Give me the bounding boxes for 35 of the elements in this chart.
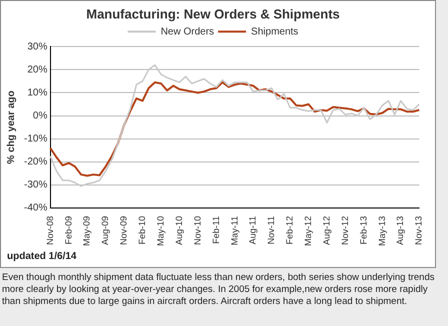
x-tick-label: Nov-10 [192, 216, 202, 246]
text: Even though monthly shipment data fluctuate less than new orders, both series show underlying trends more clearly by looking at year-over-year changes. In 2005 for example,new orders rose more rapidly than shipments due to large gains in aircraft orders. Aircraft orders have a long lead to shipment. [2, 272, 436, 308]
x-tick-label: Aug-12 [321, 216, 332, 246]
y-tick-label: 0% [32, 110, 48, 122]
x-tick-label: Aug-10 [174, 216, 184, 246]
y-tick-label: -20% [24, 156, 48, 168]
legend-label: New Orders [160, 26, 214, 38]
y-tick-label: 10% [27, 87, 48, 98]
x-tick-label: Nov-11 [266, 216, 276, 244]
x-tick-label: May-12 [303, 216, 314, 246]
x-tick-label: Feb-11 [210, 216, 221, 244]
x-tick-label: Nov-08 [44, 216, 55, 246]
y-tick-label: -10% [24, 134, 48, 145]
x-tick-label: Feb-09 [63, 216, 74, 245]
y-tick-label: -30% [24, 180, 48, 191]
x-tick-label: Nov-09 [118, 216, 129, 246]
x-tick-label: Nov-13 [414, 216, 424, 246]
x-tick-label: Aug-11 [248, 216, 258, 244]
x-tick-label: Nov-12 [340, 216, 350, 246]
x-tick-label: Aug-13 [395, 216, 406, 246]
x-tick-label: Feb-10 [137, 216, 148, 245]
x-tick-label: May-13 [376, 216, 387, 246]
y-axis-title: % chg year ago [6, 90, 17, 164]
legend-label: Shipments [251, 26, 298, 38]
x-tick-label: May-11 [229, 216, 240, 246]
x-tick-label: Feb-13 [358, 216, 368, 245]
y-tick-label: 20% [27, 64, 48, 76]
text: updated 1/6/14 [7, 251, 76, 262]
y-tick-label: -40% [24, 202, 48, 214]
x-tick-label: May-09 [82, 216, 92, 246]
x-tick-label: Aug-09 [100, 216, 110, 246]
y-tick-label: 30% [27, 41, 48, 52]
chart-title: Manufacturing: New Orders & Shipments [86, 6, 340, 22]
x-tick-label: Feb-12 [284, 216, 295, 245]
x-tick-label: May-10 [155, 216, 166, 246]
